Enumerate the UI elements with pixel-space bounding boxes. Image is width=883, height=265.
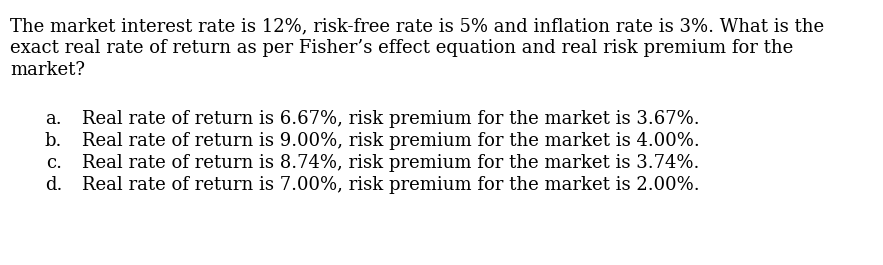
Text: exact real rate of return as per Fisher’s effect equation and real risk premium : exact real rate of return as per Fisher’… — [10, 39, 793, 57]
Text: Real rate of return is 7.00%, risk premium for the market is 2.00%.: Real rate of return is 7.00%, risk premi… — [82, 176, 699, 194]
Text: Real rate of return is 9.00%, risk premium for the market is 4.00%.: Real rate of return is 9.00%, risk premi… — [82, 132, 699, 150]
Text: market?: market? — [10, 61, 85, 79]
Text: d.: d. — [45, 176, 62, 194]
Text: c.: c. — [46, 154, 62, 172]
Text: a.: a. — [45, 110, 62, 128]
Text: Real rate of return is 6.67%, risk premium for the market is 3.67%.: Real rate of return is 6.67%, risk premi… — [82, 110, 699, 128]
Text: The market interest rate is 12%, risk-free rate is 5% and inflation rate is 3%. : The market interest rate is 12%, risk-fr… — [10, 17, 824, 35]
Text: Real rate of return is 8.74%, risk premium for the market is 3.74%.: Real rate of return is 8.74%, risk premi… — [82, 154, 699, 172]
Text: b.: b. — [45, 132, 62, 150]
